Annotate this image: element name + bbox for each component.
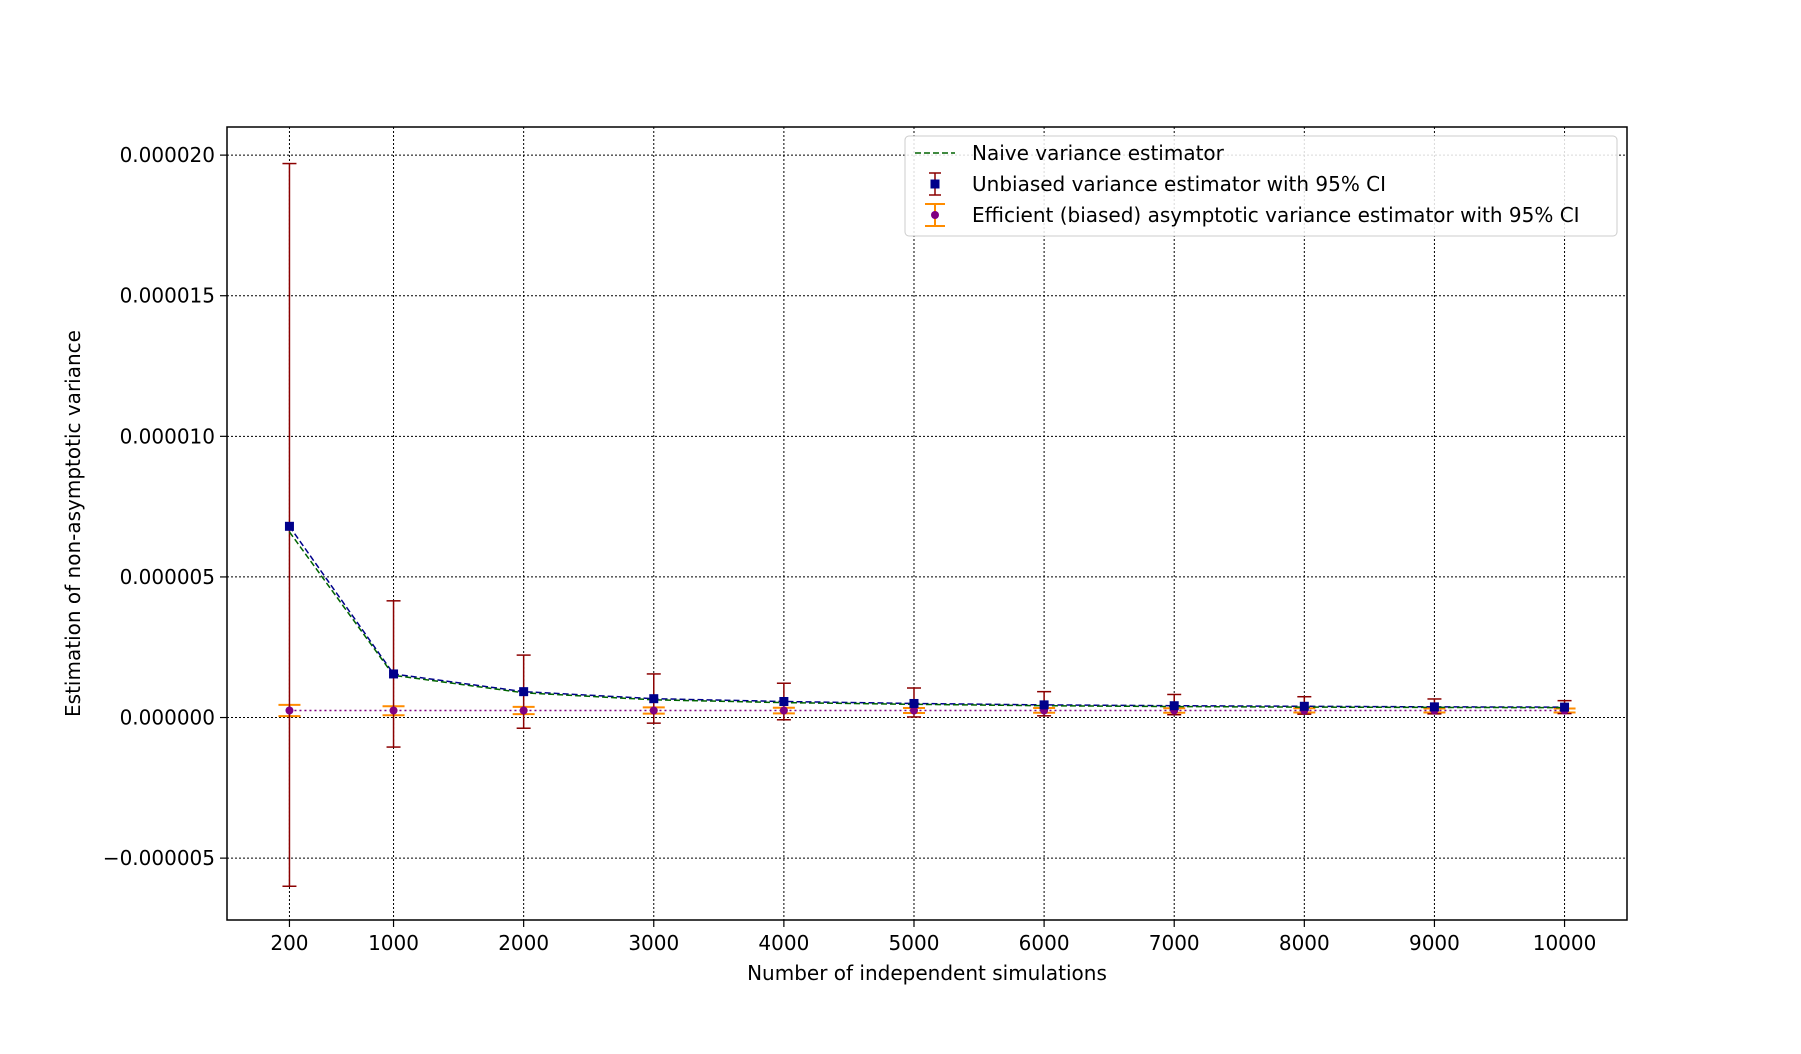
y-tick-label: 0.000020 bbox=[120, 143, 215, 167]
x-tick-label: 8000 bbox=[1279, 931, 1330, 955]
axes-frame bbox=[226, 126, 1628, 921]
efficient-point bbox=[649, 706, 658, 715]
data-layer bbox=[278, 162, 1576, 888]
unbiased-point bbox=[649, 694, 659, 704]
x-tick-label: 3000 bbox=[628, 931, 679, 955]
unbiased-point bbox=[779, 697, 789, 707]
x-tick-label: 4000 bbox=[758, 931, 809, 955]
unbiased-point bbox=[1299, 701, 1309, 711]
legend-handle-efficient-marker bbox=[931, 211, 939, 219]
y-tick-label: 0.000000 bbox=[120, 706, 215, 730]
unbiased-point bbox=[909, 698, 919, 708]
unbiased-point bbox=[389, 669, 399, 679]
naive-series-line bbox=[288, 531, 1565, 709]
legend-entry-label: Unbiased variance estimator with 95% CI bbox=[972, 172, 1386, 196]
legend-entry-label: Naive variance estimator bbox=[972, 141, 1225, 165]
legend-entry-label: Efficient (biased) asymptotic variance e… bbox=[972, 203, 1580, 227]
x-tick-label: 1000 bbox=[368, 931, 419, 955]
unbiased-point bbox=[519, 687, 529, 697]
efficient-point bbox=[909, 706, 918, 715]
x-tick-label: 2000 bbox=[498, 931, 549, 955]
legend-box bbox=[904, 135, 1618, 237]
y-tick-label: −0.000005 bbox=[103, 846, 215, 870]
efficient-point bbox=[285, 706, 294, 715]
legend: Naive variance estimator Unbiased varianc… bbox=[904, 135, 1618, 237]
efficient-point bbox=[389, 706, 398, 715]
x-tick-label: 10000 bbox=[1533, 931, 1597, 955]
unbiased-point bbox=[1560, 702, 1570, 712]
unbiased-point bbox=[1169, 701, 1179, 711]
x-tick-label: 200 bbox=[270, 931, 308, 955]
unbiased-point bbox=[1429, 702, 1439, 712]
ticks: 200 1000 2000 3000 4000 5000 6000 7000 8000 9000 1… bbox=[103, 143, 1597, 955]
y-axis-label: Estimation of non-asymptotic variance bbox=[61, 330, 85, 717]
y-tick-label: 0.000015 bbox=[120, 284, 215, 308]
legend-handle-unbiased-marker bbox=[930, 179, 940, 189]
unbiased-point bbox=[1039, 700, 1049, 710]
efficient-point bbox=[779, 706, 788, 715]
efficient-point bbox=[519, 706, 528, 715]
unbiased-point bbox=[284, 521, 294, 531]
y-tick-label: 0.000005 bbox=[120, 565, 215, 589]
x-tick-label: 5000 bbox=[889, 931, 940, 955]
x-tick-label: 7000 bbox=[1149, 931, 1200, 955]
x-tick-label: 6000 bbox=[1019, 931, 1070, 955]
grid bbox=[227, 127, 1627, 920]
x-axis-label: Number of independent simulations bbox=[747, 961, 1107, 985]
y-tick-label: 0.000010 bbox=[120, 424, 215, 448]
x-tick-label: 9000 bbox=[1409, 931, 1460, 955]
